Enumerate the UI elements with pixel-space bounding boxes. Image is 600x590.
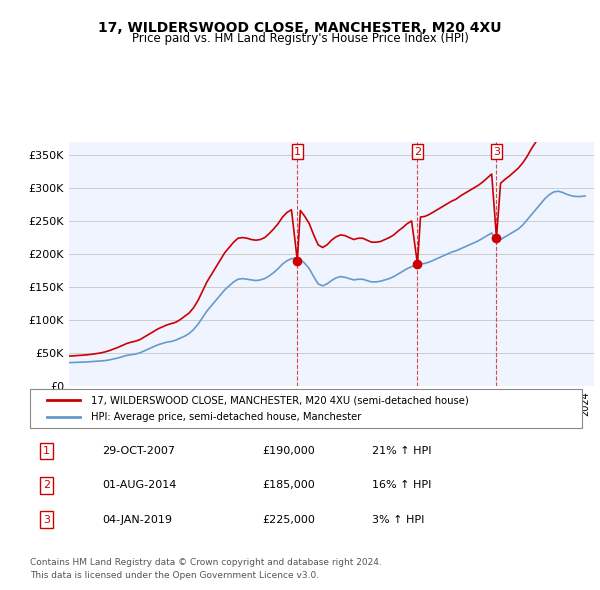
Text: 3: 3 [493,146,500,156]
Text: 01-AUG-2014: 01-AUG-2014 [102,480,176,490]
Text: 17, WILDERSWOOD CLOSE, MANCHESTER, M20 4XU: 17, WILDERSWOOD CLOSE, MANCHESTER, M20 4… [98,21,502,35]
Text: 1: 1 [294,146,301,156]
Text: This data is licensed under the Open Government Licence v3.0.: This data is licensed under the Open Gov… [30,571,319,579]
Text: Contains HM Land Registry data © Crown copyright and database right 2024.: Contains HM Land Registry data © Crown c… [30,558,382,566]
FancyBboxPatch shape [30,389,582,428]
Text: £225,000: £225,000 [262,514,315,525]
Text: HPI: Average price, semi-detached house, Manchester: HPI: Average price, semi-detached house,… [91,412,361,422]
Text: 2: 2 [43,480,50,490]
Text: 1: 1 [43,446,50,456]
Text: £190,000: £190,000 [262,446,314,456]
Text: 3% ↑ HPI: 3% ↑ HPI [372,514,425,525]
Text: 04-JAN-2019: 04-JAN-2019 [102,514,172,525]
Text: £185,000: £185,000 [262,480,314,490]
Text: 29-OCT-2007: 29-OCT-2007 [102,446,175,456]
Text: 16% ↑ HPI: 16% ↑ HPI [372,480,431,490]
Text: 2: 2 [414,146,421,156]
Text: Price paid vs. HM Land Registry's House Price Index (HPI): Price paid vs. HM Land Registry's House … [131,32,469,45]
Text: 17, WILDERSWOOD CLOSE, MANCHESTER, M20 4XU (semi-detached house): 17, WILDERSWOOD CLOSE, MANCHESTER, M20 4… [91,395,469,405]
Text: 21% ↑ HPI: 21% ↑ HPI [372,446,432,456]
Text: 3: 3 [43,514,50,525]
